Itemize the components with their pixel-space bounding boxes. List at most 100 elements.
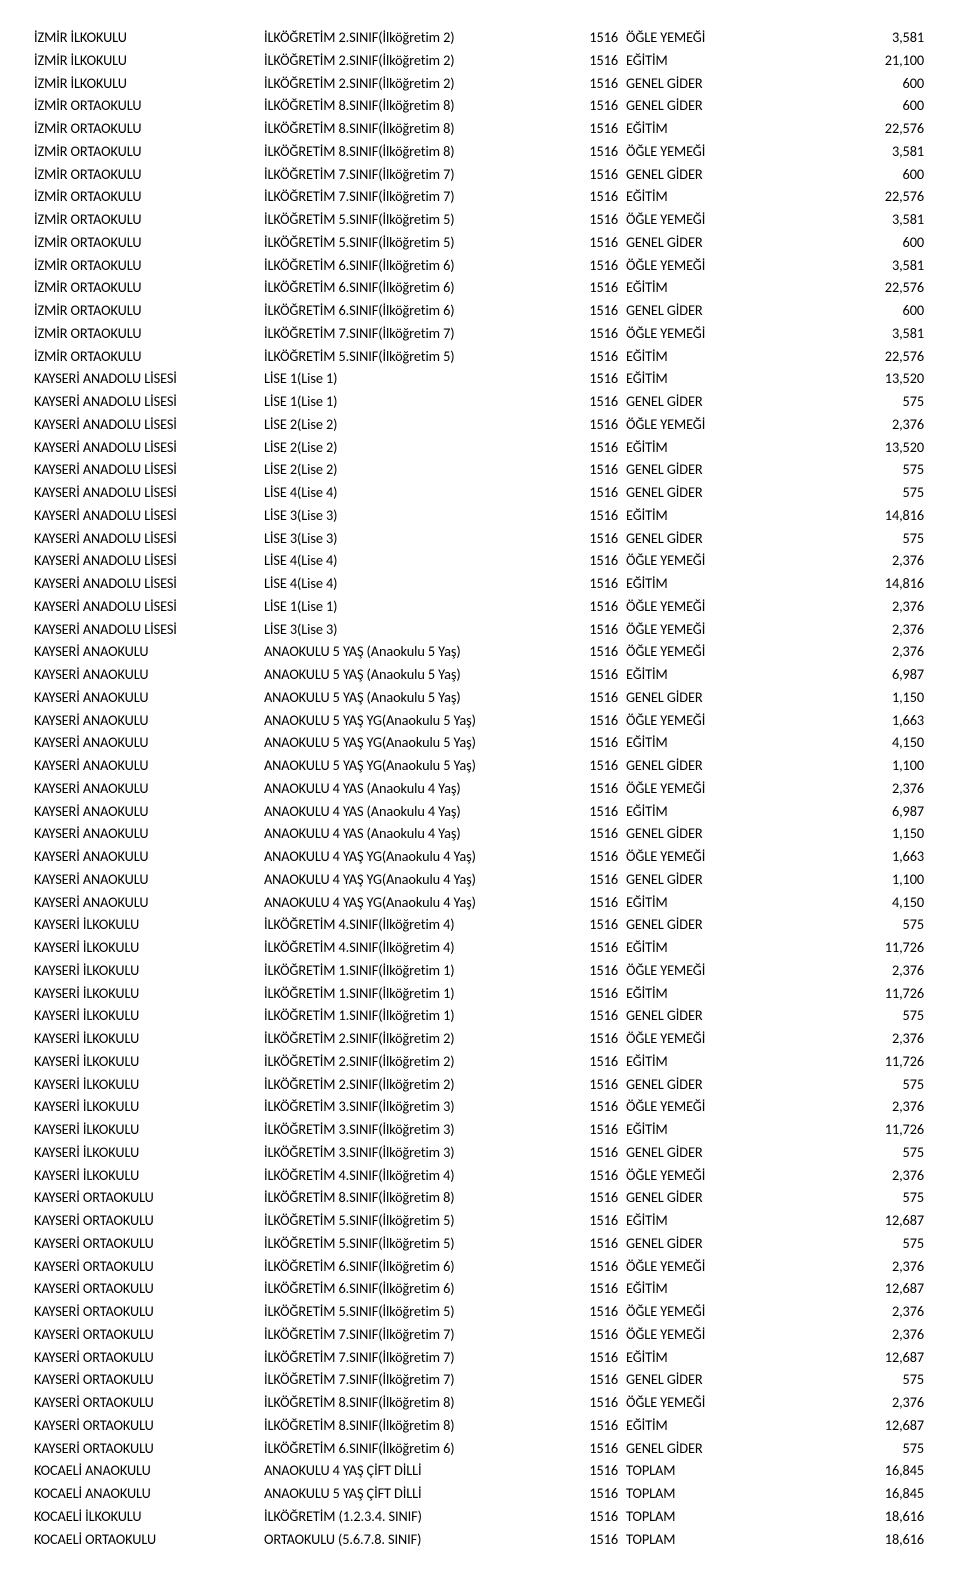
cell-c6: 12,687	[754, 1279, 926, 1297]
cell-c1: KAYSERİ ANAOKULU	[34, 733, 264, 751]
cell-c3: 1516	[578, 278, 618, 296]
cell-c6: 575	[754, 1439, 926, 1457]
cell-c6: 575	[754, 483, 926, 501]
cell-c3: 1516	[578, 1257, 618, 1275]
cell-c6: 600	[754, 233, 926, 251]
table-row: KAYSERİ ANAOKULUANAOKULU 4 YAS (Anaokulu…	[34, 802, 926, 825]
table-row: İZMİR ORTAOKULUİLKÖĞRETİM 8.SINIF(İlköğr…	[34, 96, 926, 119]
cell-c2: LİSE 3(Lise 3)	[264, 620, 578, 638]
cell-c2: ANAOKULU 5 YAŞ YG(Anaokulu 5 Yaş)	[264, 711, 578, 729]
table-row: KAYSERİ ANAOKULUANAOKULU 4 YAŞ YG(Anaoku…	[34, 893, 926, 916]
cell-c1: KAYSERİ ORTAOKULU	[34, 1348, 264, 1366]
cell-c2: İLKÖĞRETİM 7.SINIF(İlköğretim 7)	[264, 165, 578, 183]
cell-c1: KOCAELİ ANAOKULU	[34, 1484, 264, 1502]
cell-c6: 4,150	[754, 893, 926, 911]
cell-c2: LİSE 2(Lise 2)	[264, 438, 578, 456]
cell-c6: 22,576	[754, 347, 926, 365]
table-row: KAYSERİ ANADOLU LİSESİLİSE 4(Lise 4)1516…	[34, 574, 926, 597]
cell-c2: ANAOKULU 4 YAS (Anaokulu 4 Yaş)	[264, 824, 578, 842]
cell-c6: 2,376	[754, 1325, 926, 1343]
cell-c2: LİSE 1(Lise 1)	[264, 597, 578, 615]
cell-c1: İZMİR ORTAOKULU	[34, 142, 264, 160]
table-row: KAYSERİ ANADOLU LİSESİLİSE 2(Lise 2)1516…	[34, 438, 926, 461]
cell-c6: 2,376	[754, 1029, 926, 1047]
cell-c3: 1516	[578, 938, 618, 956]
table-row: KAYSERİ ANADOLU LİSESİLİSE 1(Lise 1)1516…	[34, 597, 926, 620]
cell-c5: GENEL GİDER	[626, 1439, 754, 1457]
cell-c6: 3,581	[754, 142, 926, 160]
cell-c5: ÖĞLE YEMEĞİ	[626, 551, 754, 569]
cell-c6: 22,576	[754, 187, 926, 205]
cell-c6: 12,687	[754, 1211, 926, 1229]
cell-c5: GENEL GİDER	[626, 301, 754, 319]
cell-c5: ÖĞLE YEMEĞİ	[626, 620, 754, 638]
cell-c5: GENEL GİDER	[626, 915, 754, 933]
cell-c2: İLKÖĞRETİM 5.SINIF(İlköğretim 5)	[264, 210, 578, 228]
cell-c2: LİSE 4(Lise 4)	[264, 551, 578, 569]
cell-c1: İZMİR ORTAOKULU	[34, 324, 264, 342]
cell-c5: EĞİTİM	[626, 1211, 754, 1229]
cell-c6: 12,687	[754, 1416, 926, 1434]
cell-c6: 16,845	[754, 1484, 926, 1502]
cell-c6: 1,100	[754, 870, 926, 888]
cell-c3: 1516	[578, 847, 618, 865]
cell-c3: 1516	[578, 597, 618, 615]
cell-c6: 2,376	[754, 1097, 926, 1115]
cell-c3: 1516	[578, 711, 618, 729]
cell-c6: 11,726	[754, 938, 926, 956]
table-row: İZMİR İLKOKULUİLKÖĞRETİM 2.SINIF(İlköğre…	[34, 28, 926, 51]
table-row: KAYSERİ ANAOKULUANAOKULU 4 YAŞ YG(Anaoku…	[34, 847, 926, 870]
cell-c1: KAYSERİ ORTAOKULU	[34, 1188, 264, 1206]
cell-c5: GENEL GİDER	[626, 1006, 754, 1024]
table-row: KAYSERİ ORTAOKULUİLKÖĞRETİM 5.SINIF(İlkö…	[34, 1211, 926, 1234]
cell-c1: KAYSERİ İLKOKULU	[34, 938, 264, 956]
cell-c2: İLKÖĞRETİM 7.SINIF(İlköğretim 7)	[264, 324, 578, 342]
cell-c2: ANAOKULU 5 YAŞ YG(Anaokulu 5 Yaş)	[264, 756, 578, 774]
table-row: KAYSERİ ANADOLU LİSESİLİSE 4(Lise 4)1516…	[34, 551, 926, 574]
cell-c2: İLKÖĞRETİM 6.SINIF(İlköğretim 6)	[264, 301, 578, 319]
cell-c3: 1516	[578, 1143, 618, 1161]
table-row: KAYSERİ İLKOKULUİLKÖĞRETİM 3.SINIF(İlköğ…	[34, 1120, 926, 1143]
cell-c3: 1516	[578, 529, 618, 547]
cell-c5: EĞİTİM	[626, 438, 754, 456]
cell-c3: 1516	[578, 74, 618, 92]
cell-c3: 1516	[578, 369, 618, 387]
cell-c2: İLKÖĞRETİM 8.SINIF(İlköğretim 8)	[264, 1188, 578, 1206]
table-row: KAYSERİ ORTAOKULUİLKÖĞRETİM 5.SINIF(İlkö…	[34, 1302, 926, 1325]
cell-c1: KAYSERİ İLKOKULU	[34, 1120, 264, 1138]
cell-c1: KAYSERİ ANADOLU LİSESİ	[34, 529, 264, 547]
cell-c1: İZMİR İLKOKULU	[34, 74, 264, 92]
cell-c3: 1516	[578, 688, 618, 706]
cell-c1: KAYSERİ İLKOKULU	[34, 1052, 264, 1070]
cell-c5: EĞİTİM	[626, 893, 754, 911]
cell-c2: ANAOKULU 4 YAŞ YG(Anaokulu 4 Yaş)	[264, 870, 578, 888]
cell-c3: 1516	[578, 1097, 618, 1115]
cell-c6: 1,663	[754, 711, 926, 729]
cell-c1: İZMİR ORTAOKULU	[34, 256, 264, 274]
cell-c2: İLKÖĞRETİM 2.SINIF(İlköğretim 2)	[264, 28, 578, 46]
table-row: KAYSERİ İLKOKULUİLKÖĞRETİM 3.SINIF(İlköğ…	[34, 1143, 926, 1166]
cell-c3: 1516	[578, 1325, 618, 1343]
cell-c6: 2,376	[754, 620, 926, 638]
cell-c2: LİSE 4(Lise 4)	[264, 483, 578, 501]
cell-c5: GENEL GİDER	[626, 870, 754, 888]
cell-c1: KAYSERİ İLKOKULU	[34, 1143, 264, 1161]
cell-c1: İZMİR ORTAOKULU	[34, 119, 264, 137]
cell-c5: EĞİTİM	[626, 51, 754, 69]
table-row: KAYSERİ ORTAOKULUİLKÖĞRETİM 7.SINIF(İlkö…	[34, 1325, 926, 1348]
table-row: İZMİR ORTAOKULUİLKÖĞRETİM 8.SINIF(İlköğr…	[34, 119, 926, 142]
table-row: KAYSERİ ANADOLU LİSESİLİSE 2(Lise 2)1516…	[34, 460, 926, 483]
cell-c5: ÖĞLE YEMEĞİ	[626, 642, 754, 660]
table-row: KOCAELİ İLKOKULUİLKÖĞRETİM (1.2.3.4. SIN…	[34, 1507, 926, 1530]
cell-c6: 575	[754, 1370, 926, 1388]
cell-c5: TOPLAM	[626, 1484, 754, 1502]
cell-c3: 1516	[578, 1302, 618, 1320]
cell-c6: 3,581	[754, 28, 926, 46]
cell-c1: İZMİR ORTAOKULU	[34, 210, 264, 228]
cell-c5: GENEL GİDER	[626, 1143, 754, 1161]
cell-c6: 1,663	[754, 847, 926, 865]
cell-c6: 3,581	[754, 324, 926, 342]
table-row: İZMİR ORTAOKULUİLKÖĞRETİM 6.SINIF(İlköğr…	[34, 256, 926, 279]
cell-c3: 1516	[578, 1279, 618, 1297]
cell-c5: EĞİTİM	[626, 1052, 754, 1070]
